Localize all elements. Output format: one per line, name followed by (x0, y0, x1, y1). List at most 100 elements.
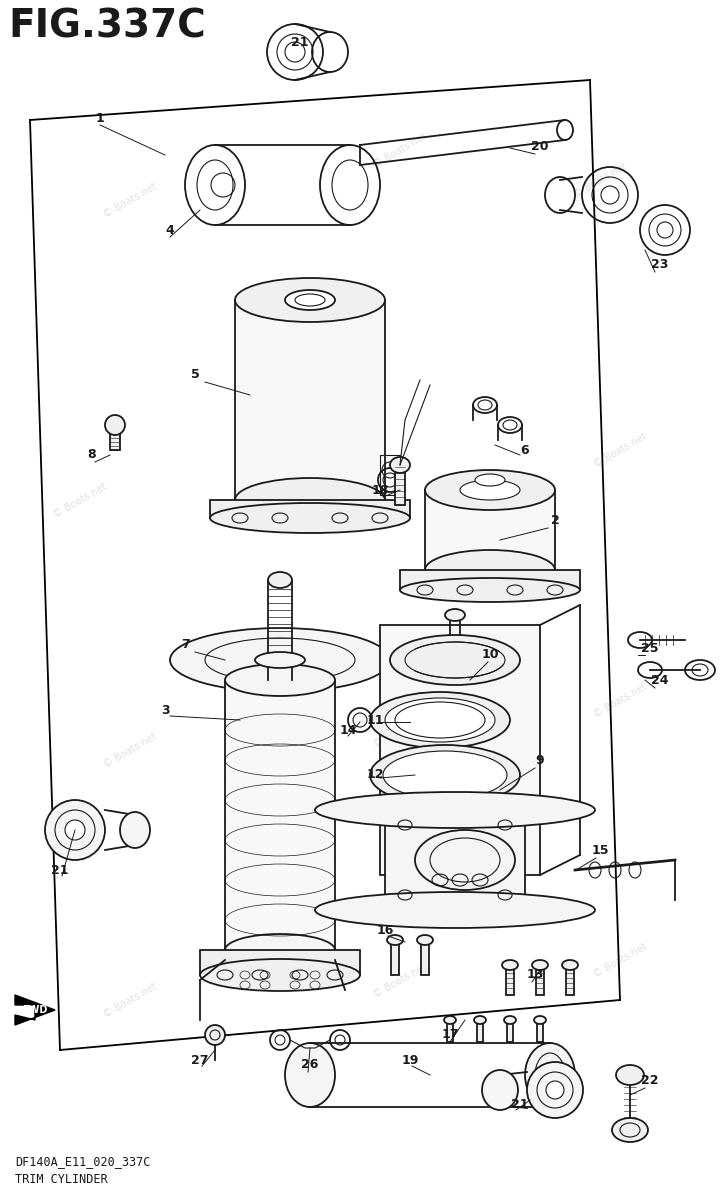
Text: 6: 6 (521, 444, 529, 456)
Bar (235, 300, 385, 500)
Text: © Boats.net: © Boats.net (102, 731, 158, 769)
Bar (425, 490, 555, 570)
Ellipse shape (315, 792, 595, 828)
Bar (110, 425, 120, 450)
Text: 15: 15 (591, 844, 608, 857)
Text: © Boats.net: © Boats.net (592, 941, 648, 979)
Bar (507, 1020, 513, 1042)
Text: 10: 10 (481, 648, 499, 661)
Bar (400, 570, 580, 590)
Text: 1: 1 (96, 112, 105, 125)
Ellipse shape (527, 1062, 583, 1118)
Bar (566, 965, 574, 995)
Text: 9: 9 (536, 754, 545, 767)
Ellipse shape (105, 415, 125, 434)
Bar (536, 965, 544, 995)
Text: 13: 13 (526, 968, 544, 982)
Text: FWD: FWD (23, 1006, 48, 1015)
Text: 5: 5 (190, 368, 199, 382)
Text: 21: 21 (51, 864, 69, 876)
Ellipse shape (546, 1081, 564, 1099)
Text: 8: 8 (88, 449, 96, 462)
Text: 24: 24 (651, 673, 669, 686)
Ellipse shape (425, 550, 555, 590)
Ellipse shape (120, 812, 150, 848)
Text: 2: 2 (550, 514, 559, 527)
Text: 18: 18 (371, 484, 389, 497)
Ellipse shape (482, 1070, 518, 1110)
Text: FIG.337C: FIG.337C (8, 8, 206, 46)
Text: 3: 3 (161, 703, 169, 716)
Text: 19: 19 (401, 1054, 419, 1067)
Ellipse shape (385, 698, 495, 742)
Text: © Boats.net: © Boats.net (371, 961, 428, 1000)
Ellipse shape (383, 751, 507, 799)
Ellipse shape (390, 457, 410, 473)
Ellipse shape (225, 664, 335, 696)
Ellipse shape (474, 1016, 486, 1024)
Text: 7: 7 (180, 638, 189, 652)
Bar (210, 500, 410, 518)
Text: 25: 25 (641, 642, 659, 654)
Ellipse shape (210, 503, 410, 533)
Bar (537, 1020, 543, 1042)
Text: 20: 20 (531, 140, 549, 154)
Ellipse shape (562, 960, 578, 970)
Ellipse shape (285, 290, 335, 310)
Ellipse shape (657, 222, 673, 238)
Ellipse shape (525, 1043, 575, 1106)
Ellipse shape (235, 278, 385, 322)
Ellipse shape (370, 745, 520, 805)
Ellipse shape (475, 474, 505, 486)
Ellipse shape (200, 959, 360, 991)
Text: © Boats.net: © Boats.net (52, 481, 108, 520)
Text: © Boats.net: © Boats.net (321, 461, 378, 499)
Polygon shape (15, 995, 55, 1025)
Text: 23: 23 (651, 258, 669, 271)
Ellipse shape (255, 652, 305, 668)
Text: 26: 26 (301, 1058, 318, 1072)
Bar (391, 940, 399, 974)
Bar (380, 625, 540, 875)
Bar (447, 1020, 453, 1042)
Ellipse shape (370, 692, 510, 748)
Text: 14: 14 (340, 724, 357, 737)
Ellipse shape (45, 800, 105, 860)
Text: 21: 21 (511, 1098, 529, 1111)
Bar (380, 455, 400, 494)
Bar (200, 950, 360, 974)
Bar (506, 965, 514, 995)
Bar (385, 810, 525, 910)
Bar (421, 940, 429, 974)
Text: © Boats.net: © Boats.net (371, 710, 428, 749)
Ellipse shape (387, 935, 403, 946)
Bar (395, 464, 405, 505)
Ellipse shape (285, 1043, 335, 1106)
Ellipse shape (205, 1025, 225, 1045)
Text: 22: 22 (641, 1074, 659, 1086)
Ellipse shape (542, 1063, 558, 1087)
Text: © Boats.net: © Boats.net (371, 131, 428, 169)
Ellipse shape (444, 1016, 456, 1024)
Ellipse shape (616, 1066, 644, 1085)
Ellipse shape (425, 470, 555, 510)
Text: 12: 12 (366, 768, 384, 781)
Ellipse shape (390, 635, 520, 685)
Text: © Boats.net: © Boats.net (592, 680, 648, 719)
Ellipse shape (65, 820, 85, 840)
Ellipse shape (460, 480, 520, 500)
Bar (225, 680, 335, 950)
Ellipse shape (285, 42, 305, 62)
Ellipse shape (534, 1016, 546, 1024)
Ellipse shape (417, 935, 433, 946)
Text: © Boats.net: © Boats.net (592, 431, 648, 469)
Text: DF140A_E11_020_337C: DF140A_E11_020_337C (15, 1154, 150, 1168)
Text: TRIM CYLINDER: TRIM CYLINDER (15, 1174, 108, 1186)
Ellipse shape (502, 960, 518, 970)
Text: © Boats.net: © Boats.net (102, 181, 158, 220)
Ellipse shape (532, 960, 548, 970)
Text: 21: 21 (292, 36, 309, 48)
Ellipse shape (225, 934, 335, 966)
Text: 17: 17 (441, 1028, 459, 1042)
Text: © Boats.net: © Boats.net (102, 980, 158, 1019)
